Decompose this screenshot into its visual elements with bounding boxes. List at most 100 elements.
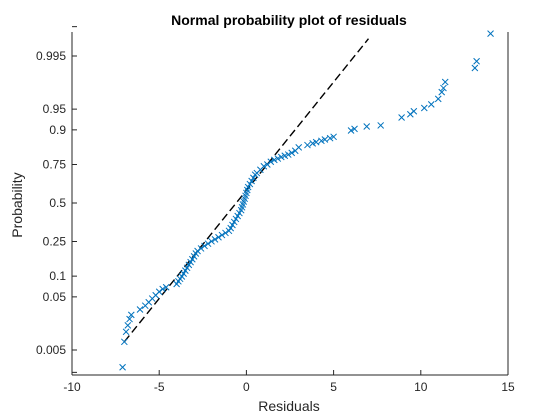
- data-point: [218, 231, 226, 239]
- data-point-stroke: [440, 84, 447, 92]
- data-point-stroke: [248, 177, 255, 185]
- data-point-stroke: [441, 78, 449, 86]
- data-point-stroke: [281, 152, 289, 160]
- chart-title: Normal probability plot of residuals: [171, 12, 407, 28]
- data-point-stroke: [326, 134, 334, 142]
- data-point-stroke: [229, 221, 236, 229]
- y-tick-label: 0.9: [49, 123, 66, 137]
- data-point: [270, 156, 278, 164]
- data-point: [155, 288, 163, 296]
- data-point-stroke: [222, 229, 229, 237]
- y-tick-label: 0.995: [36, 49, 66, 63]
- data-point: [260, 162, 268, 170]
- data-point: [330, 133, 337, 141]
- data-point-stroke: [230, 218, 238, 226]
- data-point: [222, 229, 229, 237]
- data-point-stroke: [244, 183, 252, 191]
- data-point: [229, 221, 236, 229]
- data-point: [284, 151, 292, 158]
- data-point-stroke: [330, 133, 337, 141]
- data-point-stroke: [159, 285, 167, 293]
- data-point: [250, 174, 257, 182]
- data-point: [204, 240, 212, 248]
- data-point-stroke: [410, 107, 418, 115]
- data-point-stroke: [398, 114, 405, 121]
- data-point-stroke: [155, 288, 163, 296]
- data-point-stroke: [363, 123, 371, 130]
- x-tick-label: 10: [414, 380, 428, 394]
- data-point-stroke: [263, 161, 271, 168]
- data-point: [127, 311, 135, 319]
- x-tick-label: 15: [501, 380, 515, 394]
- data-point-stroke: [270, 156, 278, 164]
- data-point-stroke: [427, 101, 435, 108]
- data-point-stroke: [351, 125, 358, 133]
- plot-area: -10 -5 0 5 10 15 0.005 0.05 0.1 0.25 0.5 0.75 0.9 0.9…: [36, 26, 515, 394]
- data-point: [363, 123, 371, 130]
- data-point: [180, 270, 187, 277]
- data-point: [120, 338, 128, 346]
- y-tick-label: 0.95: [43, 102, 67, 116]
- data-point: [471, 64, 479, 72]
- data-point-stroke: [284, 151, 292, 158]
- data-point-stroke: [309, 140, 317, 147]
- data-point: [230, 218, 238, 226]
- data-point-stroke: [120, 338, 128, 346]
- data-point: [208, 237, 215, 245]
- data-point: [124, 322, 132, 329]
- data-point: [126, 315, 133, 323]
- data-point-stroke: [201, 242, 208, 250]
- data-point-stroke: [487, 30, 494, 37]
- data-point: [427, 101, 435, 108]
- data-point: [295, 144, 303, 151]
- data-point-stroke: [215, 233, 222, 241]
- data-point: [119, 363, 126, 371]
- y-tick-label: 0.005: [36, 343, 66, 357]
- data-point-stroke: [218, 231, 226, 239]
- data-point-stroke: [434, 95, 442, 103]
- data-point-stroke: [312, 138, 320, 146]
- data-point-stroke: [119, 363, 126, 371]
- data-point-stroke: [208, 237, 215, 245]
- data-point: [326, 134, 334, 142]
- data-point: [244, 183, 252, 191]
- data-point: [398, 114, 405, 121]
- data-point-stroke: [124, 322, 132, 329]
- data-point-stroke: [126, 315, 133, 323]
- data-point: [304, 141, 311, 149]
- data-point: [281, 152, 289, 160]
- data-point-stroke: [377, 122, 385, 129]
- data-point-stroke: [122, 328, 130, 336]
- data-point: [215, 233, 222, 241]
- data-point: [159, 285, 167, 293]
- data-point-stroke: [274, 155, 282, 162]
- data-point: [288, 149, 296, 157]
- data-point-stroke: [288, 149, 296, 157]
- data-point-stroke: [211, 236, 219, 243]
- data-point-stroke: [318, 137, 325, 145]
- data-point: [441, 78, 449, 86]
- data-point: [122, 328, 130, 336]
- data-point: [410, 107, 418, 115]
- data-point: [248, 177, 255, 185]
- data-point: [211, 236, 219, 243]
- data-point: [377, 122, 385, 129]
- data-point: [321, 136, 329, 143]
- data-point-stroke: [473, 57, 480, 65]
- data-point: [246, 180, 254, 188]
- data-point: [438, 88, 446, 96]
- data-point-stroke: [267, 158, 275, 166]
- data-point-stroke: [295, 144, 303, 151]
- data-point-stroke: [197, 245, 205, 252]
- x-axis-label: Residuals: [258, 398, 319, 414]
- data-point: [201, 242, 208, 250]
- data-point-stroke: [347, 127, 355, 134]
- data-point-stroke: [127, 311, 135, 319]
- y-tick-label: 0.5: [49, 196, 66, 210]
- data-point: [487, 30, 494, 37]
- data-point-stroke: [438, 88, 446, 96]
- y-axis-label: Probability: [9, 172, 25, 237]
- data-point: [194, 247, 201, 255]
- data-point: [309, 140, 317, 147]
